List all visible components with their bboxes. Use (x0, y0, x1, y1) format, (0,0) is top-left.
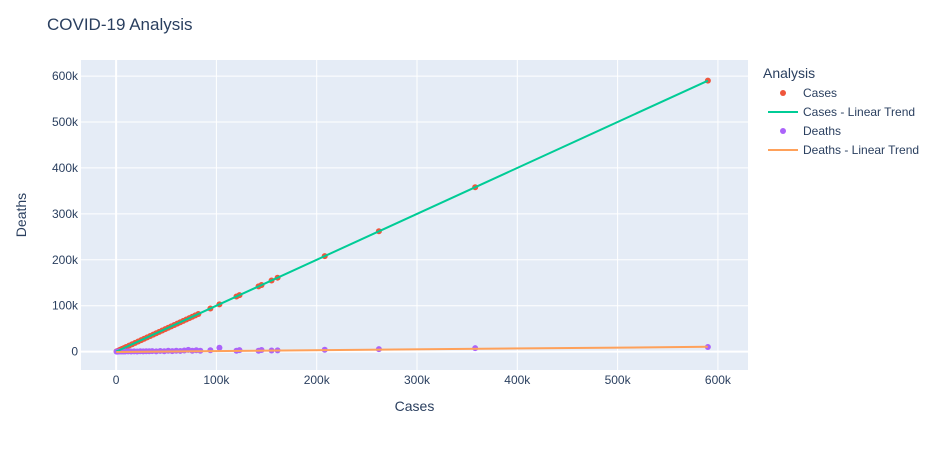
y-tick-label: 400k (52, 161, 79, 175)
data-point[interactable] (216, 344, 223, 351)
y-gridlines (81, 75, 748, 307)
series-2 (115, 79, 709, 353)
x-tick-label: 0 (113, 373, 120, 387)
y-tick-label: 300k (52, 207, 79, 221)
legend-marker-swatch (780, 90, 786, 96)
x-tick-label: 600k (705, 373, 732, 387)
legend-label: Cases - Linear Trend (803, 105, 915, 119)
traces (113, 77, 711, 355)
x-tick-label: 500k (605, 373, 632, 387)
legend-title: Analysis (763, 65, 815, 81)
legend-label: Deaths - Linear Trend (803, 143, 919, 157)
legend-label: Deaths (803, 124, 841, 138)
x-axis-title: Cases (395, 398, 435, 414)
legend-marker-swatch (780, 128, 786, 134)
x-tick-label: 300k (404, 373, 431, 387)
legend-item[interactable]: Deaths - Linear Trend (768, 143, 919, 157)
y-tick-label: 100k (52, 299, 79, 313)
series-4 (116, 345, 708, 353)
y-tick-labels: 0 100k 200k 300k 400k 500k 600k (52, 69, 79, 359)
trend-line[interactable] (115, 79, 709, 353)
x-tick-labels: 0 100k 200k 300k 400k 500k 600k (113, 373, 732, 387)
x-tick-label: 100k (203, 373, 230, 387)
trend-line[interactable] (116, 345, 708, 353)
y-tick-label: 600k (52, 69, 79, 83)
legend-label: Cases (803, 86, 837, 100)
x-tick-label: 200k (304, 373, 331, 387)
y-tick-label: 0 (71, 345, 78, 359)
y-tick-label: 200k (52, 253, 79, 267)
x-tick-label: 400k (504, 373, 531, 387)
legend-item[interactable]: Deaths (780, 124, 841, 138)
y-axis-title: Deaths (13, 193, 29, 237)
legend-item[interactable]: Cases (780, 86, 837, 100)
x-gridlines (215, 60, 719, 370)
legend-item[interactable]: Cases - Linear Trend (768, 105, 915, 119)
y-tick-label: 500k (52, 115, 79, 129)
legend: Analysis Cases Cases - Linear Trend Deaths… (763, 65, 919, 157)
chart-title: COVID-19 Analysis (47, 15, 193, 34)
